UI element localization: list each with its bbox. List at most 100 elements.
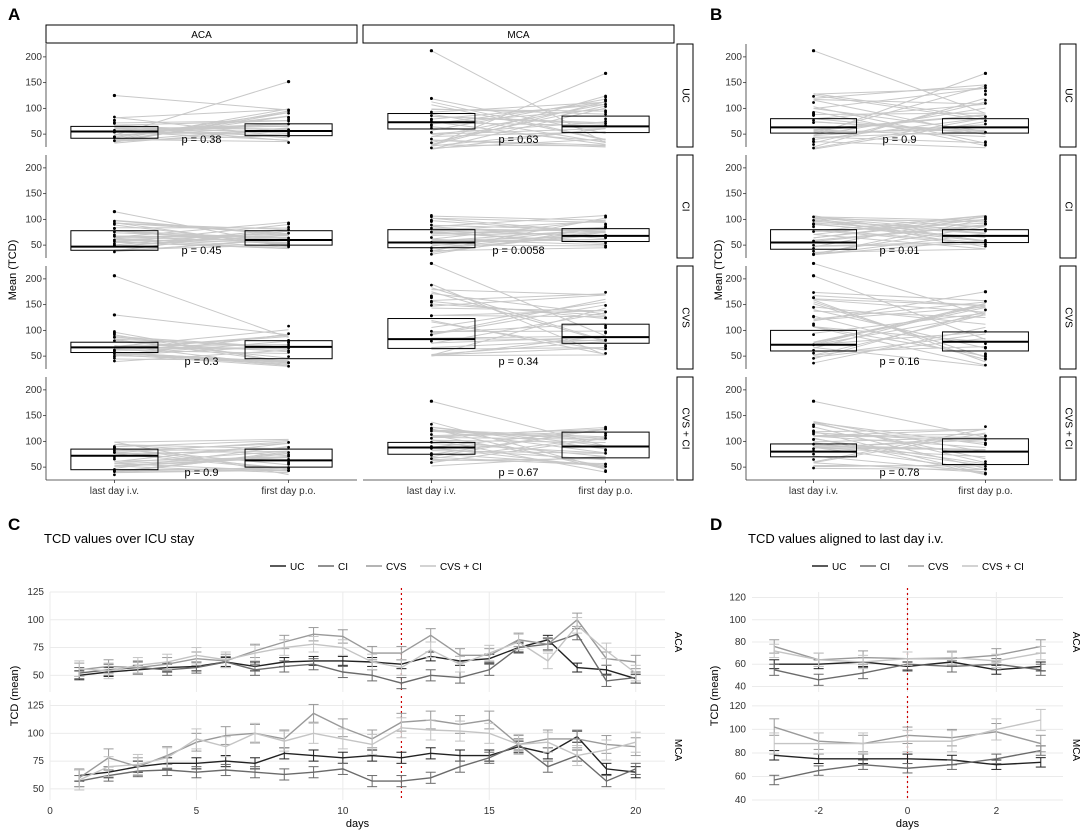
outlier-point [112,210,117,214]
paired-line [813,303,986,349]
paired-line [813,331,986,345]
data-point [984,93,987,96]
paired-line [813,291,986,322]
data-point [984,130,987,134]
data-point [430,339,433,343]
data-point [287,228,290,231]
paired-line [431,347,606,356]
data-point [812,357,815,360]
data-point [604,117,607,121]
outlier-point [983,290,988,294]
data-point [287,222,290,226]
data-point [287,111,290,115]
paired-line [114,314,289,336]
data-point [604,339,607,342]
data-point [604,436,607,440]
paired-line [114,135,289,142]
paired-line [813,400,986,438]
data-point [812,449,815,453]
data-point [287,355,290,358]
facet-bg [50,700,665,800]
y-tick-label: 200 [25,52,42,63]
x-tick-label: first day p.o. [578,486,632,497]
box-last-day-iv [770,118,858,134]
x-tick-label: 10 [337,806,349,817]
paired-line [813,291,986,302]
data-point [113,455,116,459]
data-point [812,315,815,319]
data-point [984,220,987,224]
x-tick-label: 2 [994,806,1000,817]
data-point [984,471,987,475]
data-point [113,457,116,461]
paired-line [431,335,606,357]
y-tick-label: 50 [731,351,743,362]
paired-line [114,244,289,251]
data-point [113,339,116,343]
p-value-label: p = 0.67 [498,467,538,479]
paired-line [431,291,606,342]
outlier-point [811,49,816,53]
data-point [984,434,987,438]
data-point [984,363,987,367]
y-tick-label: 40 [735,795,747,806]
data-point [287,457,290,461]
paired-line [813,248,986,253]
y-tick-label: 150 [725,300,742,311]
paired-line [813,315,986,360]
y-tick-label: 50 [31,240,43,251]
y-tick-label: 60 [735,771,747,782]
data-point [604,121,607,125]
strip-row-label: CVS [1062,307,1073,328]
data-point [812,249,815,253]
data-point [604,470,607,473]
paired-line [813,305,986,343]
paired-line [813,87,986,110]
data-point [812,429,815,433]
data-point [984,86,987,90]
paired-line [431,293,606,302]
legend-label: CVS + CI [982,562,1024,573]
paired-line [431,101,606,125]
y-tick-label: 60 [735,659,747,670]
y-tick-label: 50 [31,462,43,473]
paired-line [431,400,606,447]
paired-line [114,230,289,248]
paired-line [114,238,289,244]
legend-label: CVS [386,562,407,573]
y-tick-label: 50 [33,670,45,681]
data-point [430,333,433,337]
paired-line [114,438,289,443]
facet-label-aca: ACA [672,632,683,653]
data-point [287,460,290,464]
strip-row-label: CI [1062,202,1073,212]
data-point [604,344,607,347]
data-point [984,89,987,93]
data-point [287,339,290,343]
paired-line [813,430,986,475]
paired-line [813,136,986,144]
paired-line [431,108,606,115]
data-point [113,356,116,360]
chart-title-c: TCD values over ICU stay [44,531,195,546]
p-value-label: p = 0.16 [879,356,919,368]
data-point [113,335,116,339]
data-point [812,225,815,229]
data-point [604,310,607,314]
facet-label-mca: MCA [672,739,683,762]
data-point [604,451,607,455]
strip-row [676,265,694,370]
paired-line [813,217,986,232]
data-point [113,135,116,139]
y-tick-label: 150 [25,189,42,200]
data-point [812,423,815,427]
paired-line [813,121,986,150]
data-point [430,457,433,461]
paired-line [114,108,289,119]
data-point [984,443,987,447]
paired-line [431,310,606,316]
strip-row-label: UC [679,88,690,102]
y-tick-label: 50 [33,784,45,795]
data-point [430,314,433,318]
data-point [287,469,290,473]
